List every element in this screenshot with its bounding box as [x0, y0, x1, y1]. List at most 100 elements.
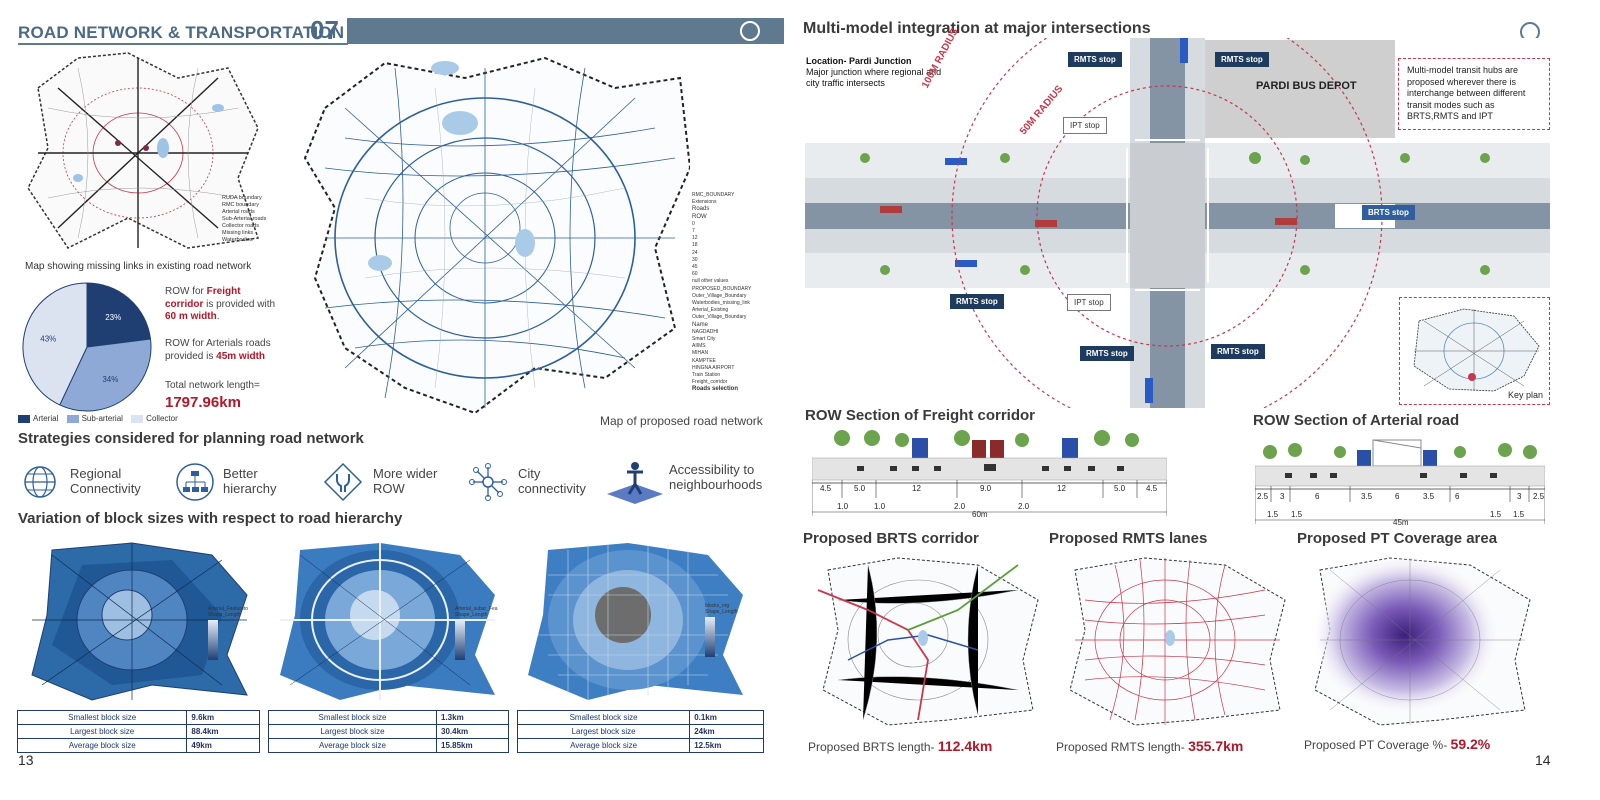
- strategy-label: More wider ROW: [373, 466, 438, 496]
- key-plan-box: Key plan: [1399, 297, 1550, 405]
- legend-item: 60: [692, 271, 698, 278]
- brts-corridor-map: [817, 557, 1039, 726]
- legend-item: KAMPTEE: [692, 357, 716, 364]
- globe-icon: [24, 466, 56, 498]
- arterial-total: 45m: [1393, 518, 1409, 527]
- dim-label: 3: [1517, 492, 1522, 501]
- brts-length-value: 112.4km: [937, 738, 993, 754]
- table-cell: Average block size: [16, 738, 188, 753]
- legend-heading: ROW: [692, 213, 707, 220]
- table-cell: 49km: [186, 738, 260, 753]
- block-map-arterial: [31, 542, 248, 701]
- missing-links-caption: Map showing missing links in existing ro…: [25, 261, 252, 272]
- dim-label: 6: [1395, 492, 1400, 501]
- strategies-title: Strategies considered for planning road …: [18, 430, 364, 447]
- legend-item: PROPOSED_BOUNDARY: [692, 285, 752, 292]
- legend-item: 24: [692, 249, 698, 256]
- proposed-map-legend: RMC_BOUNDARY Extensions Roads ROW 0 7 12…: [692, 192, 782, 394]
- rmts-length-value: 355.7km: [1188, 738, 1244, 754]
- left-page-number: 13: [18, 752, 34, 768]
- arterial-dims: 2.5 3 6 3.5 6 3.5 6 3 2.5: [1255, 492, 1545, 504]
- legend-swatch-collector: [131, 414, 144, 423]
- rmts-length: Proposed RMTS length- 355.7km: [1056, 738, 1243, 754]
- dim-label: 3.5: [1361, 492, 1373, 501]
- block-legend-1: Arterial_Featureto Shape_Length: [208, 606, 248, 660]
- legend-item: Missing links: [222, 230, 254, 236]
- freight-section-drawing: [812, 430, 1167, 516]
- table-row: Average block size 15.85km: [268, 738, 509, 753]
- location-desc: Major junction where regional and city t…: [806, 67, 942, 88]
- right-page-number: 14: [1535, 752, 1551, 768]
- table-cell: 30.4km: [436, 724, 509, 739]
- row-arterial-text: ROW for Arterials roads provided is 45m …: [165, 338, 280, 363]
- legend-swatch-arterial: [18, 414, 30, 423]
- table-row: Average block size 12.5km: [516, 738, 764, 753]
- table-cell: Largest block size: [16, 724, 188, 739]
- callout-text: Multi-model transit hubs are proposed wh…: [1407, 65, 1526, 121]
- left-header-number: 07: [310, 15, 339, 45]
- legend-heading: blocks_org: [705, 603, 730, 609]
- proposed-road-network-map: [303, 56, 690, 415]
- dim-label: 2.5: [1533, 492, 1545, 501]
- freight-dims: 4.5 5.0 12 9.0 12 5.0 4.5: [812, 484, 1167, 496]
- legend-heading: Name: [692, 321, 709, 328]
- right-title: Multi-model integration at major interse…: [803, 20, 1151, 37]
- legend-item: Arterial roads: [222, 209, 255, 215]
- table-cell: 12.5km: [689, 738, 764, 753]
- total-length-value: 1797.96km: [165, 394, 241, 411]
- strategy-wider-row: More wider ROW: [323, 462, 468, 506]
- dim-label: 1.5: [1291, 510, 1303, 519]
- row-freight-text: ROW for Freight corridor is provided wit…: [165, 286, 280, 324]
- table-cell: 15.85km: [436, 738, 509, 753]
- key-plan-label: Key plan: [1507, 390, 1543, 400]
- legend-item: 0: [692, 220, 695, 227]
- block-map-collector: [528, 543, 743, 700]
- dim-label: 5.0: [1114, 484, 1126, 493]
- legend-item: 45: [692, 264, 698, 271]
- table-cell: Average block size: [516, 738, 691, 753]
- row-arterial-pre: ROW for Arterials roads provided is: [165, 338, 271, 362]
- block-table-arterial: Smallest block size 9.6km Largest block s…: [16, 710, 260, 753]
- table-row: Smallest block size 1.3km: [268, 710, 509, 725]
- legend-heading: Shape_Length: [455, 612, 488, 618]
- legend-item: HINGNA AIRPORT: [692, 364, 735, 371]
- dim-label: 12: [912, 484, 921, 493]
- legend-item: Waterbodies_missing_link: [692, 300, 750, 307]
- legend-heading: Arterial_Featureto: [208, 606, 249, 612]
- strategy-regional: Regional Connectivity: [20, 462, 170, 506]
- dim-label: 2.5: [1257, 492, 1269, 501]
- pie-slice-label: 34%: [102, 375, 118, 384]
- row-arterial-width: 45m width: [216, 350, 266, 362]
- legend-ramp: [208, 620, 218, 660]
- legend-item: Smart City: [692, 336, 716, 343]
- legend-heading: Roads selection: [692, 386, 739, 393]
- pt-title: Proposed PT Coverage area: [1297, 530, 1498, 547]
- freight-total: 60m: [972, 510, 988, 519]
- legend-item: RMC boundary: [222, 202, 259, 208]
- road-hierarchy-pie-chart: 23% 34% 43%: [22, 282, 152, 412]
- legend-swatch-subarterial: [66, 414, 79, 423]
- legend-item: Outer_Village_Boundary: [692, 292, 747, 299]
- missing-links-map: [27, 52, 259, 249]
- table-row: Smallest block size 9.6km: [16, 710, 260, 725]
- table-row: Largest block size 24km: [516, 724, 764, 739]
- legend-item: Collector roads: [222, 223, 259, 229]
- dim-label: 1.5: [1267, 510, 1279, 519]
- block-legend-3: blocks_org Shape_Length: [705, 603, 738, 657]
- legend-item: Arterial_Existing: [692, 307, 729, 314]
- network-icon: [469, 463, 507, 501]
- brts-stop-tag: BRTS stop: [1362, 205, 1415, 220]
- dim-label: 6: [1455, 492, 1460, 501]
- arterial-section-title: ROW Section of Arterial road: [1253, 412, 1460, 429]
- strategy-label: Better hierarchy: [223, 466, 277, 496]
- strategy-accessibility: Accessibility to neighbourhoods: [605, 460, 775, 506]
- block-map-subarterial: [280, 543, 495, 700]
- brts-length: Proposed BRTS length- 112.4km: [808, 738, 992, 754]
- strategy-hierarchy: Better hierarchy: [175, 462, 315, 506]
- block-table-collector: Smallest block size 0.1km Largest block s…: [516, 710, 764, 753]
- pie-legend-label: Sub-arterial: [81, 414, 123, 423]
- rmts-stop-tag: RMTS stop: [1211, 344, 1265, 359]
- depot-label: PARDI BUS DEPOT: [1256, 80, 1357, 92]
- table-row: Smallest block size 0.1km: [516, 710, 764, 725]
- legend-item: 12: [692, 235, 698, 242]
